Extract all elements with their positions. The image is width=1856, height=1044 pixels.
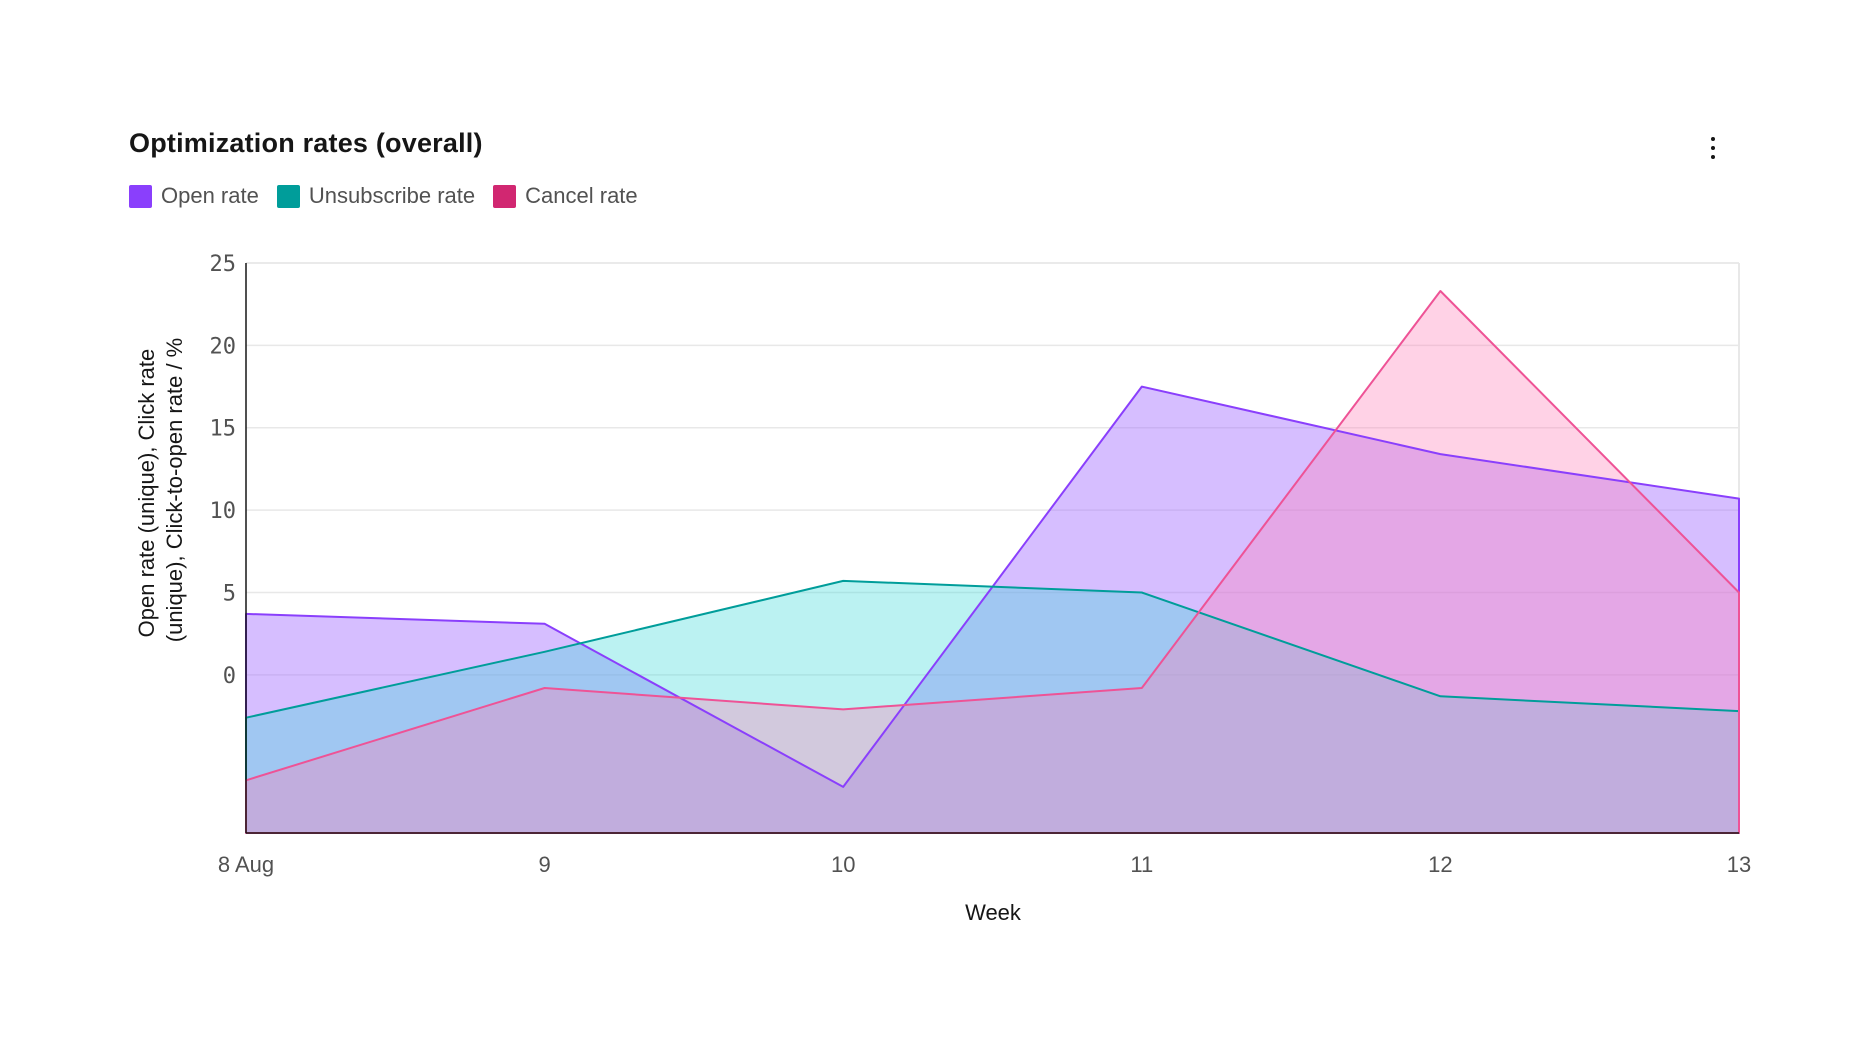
y-tick-label: 0 [223,664,236,689]
area-unsubscribe-rate [246,580,1739,833]
legend-item-open-rate[interactable]: Open rate [129,183,259,209]
chart-legend: Open rate Unsubscribe rate Cancel rate [129,183,638,209]
x-tick-label: 10 [831,852,855,877]
y-tick-label: 25 [210,252,237,277]
x-axis-ticks: 8 Aug 9 10 11 12 13 [218,852,1751,877]
x-tick-label: 13 [1727,852,1751,877]
y-axis-title: Open rate (unique), Click rate (unique),… [134,338,187,642]
area-cancel-rate [246,291,1739,833]
y-tick-label: 15 [210,417,237,442]
y-tick-label: 10 [210,499,237,524]
x-tick-label: 8 Aug [218,852,274,877]
legend-swatch [129,184,152,208]
overflow-menu-vertical-icon[interactable] [1693,128,1733,168]
legend-label: Unsubscribe rate [308,183,476,208]
y-axis-title-line-2: (unique), Click-to-open rate / % [162,338,187,642]
y-tick-label: 20 [210,334,237,359]
y-axis-title-line-1: Open rate (unique), Click rate [134,349,159,638]
legend-label: Cancel rate [525,183,638,208]
legend-swatch [276,184,300,208]
x-tick-label: 11 [1130,852,1153,877]
legend-label: Open rate [161,183,259,208]
series-areas [246,291,1739,833]
y-axis-ticks: 0 5 10 15 20 25 [210,252,237,689]
x-tick-label: 12 [1428,852,1452,877]
legend-swatch [493,184,517,208]
area-open-rate [246,386,1739,833]
y-tick-label: 5 [223,581,236,606]
axes [245,263,1739,834]
axis-titles: Week Open rate (unique), Click rate (uni… [134,338,1022,925]
x-axis-title: Week [965,900,1022,925]
legend-item-cancel-rate[interactable]: Cancel rate [493,183,638,209]
x-tick-label: 9 [538,852,550,877]
grid [246,262,1740,833]
legend-item-unsubscribe-rate[interactable]: Unsubscribe rate [276,183,476,209]
chart-title: Optimization rates (overall) [129,128,483,158]
